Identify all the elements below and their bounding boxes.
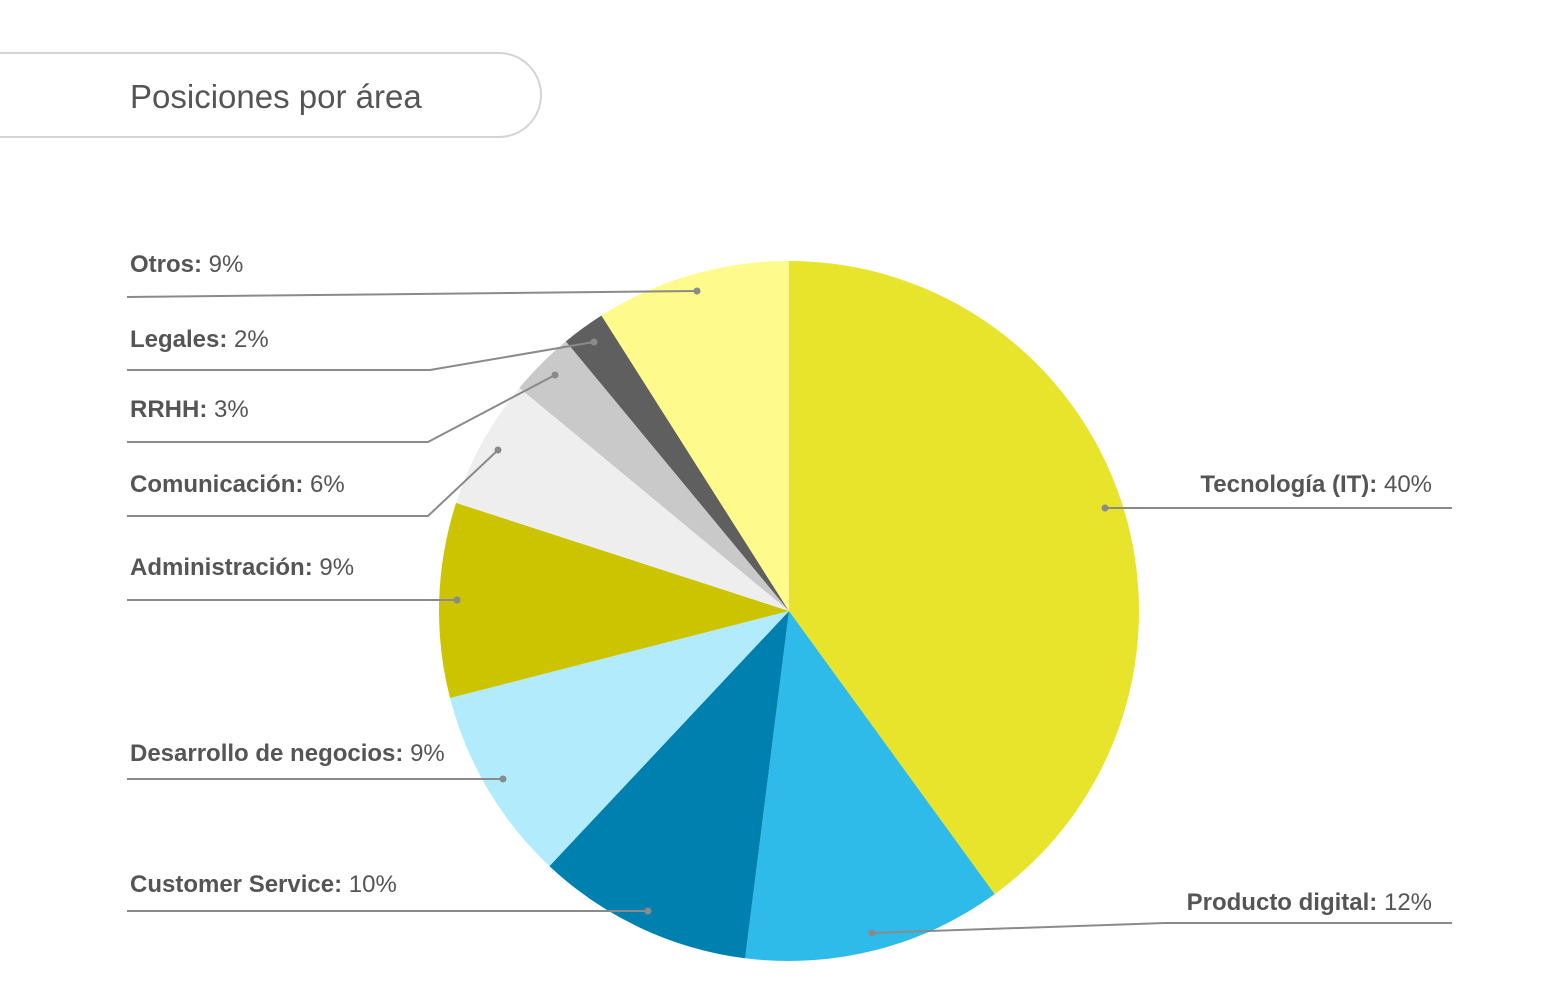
slice-labels: Tecnología (IT): 40% Producto digital: 12…	[130, 251, 1432, 916]
leader-line-comunicacion	[127, 449, 499, 517]
leader-dot-producto-digital	[868, 929, 876, 937]
leader-dot-comunicacion	[494, 446, 502, 454]
slice-label-name: Producto digital:	[1187, 889, 1378, 916]
pie-slice-comunicacion	[456, 387, 789, 611]
slice-label-value: 40%	[1377, 471, 1432, 498]
leader-dot-desarrollo-de-negocios	[499, 775, 507, 783]
slice-label-name: Otros:	[130, 251, 202, 278]
leader-line-producto-digital	[871, 922, 1452, 934]
slice-label-customer-service: Customer Service: 10%	[130, 871, 397, 898]
slice-label-administracion: Administración: 9%	[130, 554, 354, 581]
leader-line-rrhh	[127, 374, 556, 443]
slice-label-name: Legales:	[130, 326, 227, 353]
leader-dot-customer-service	[644, 907, 652, 915]
slice-label-name: Customer Service:	[130, 871, 342, 898]
pie-slice-administracion	[439, 502, 789, 699]
leader-line-legales	[127, 341, 595, 371]
slice-label-value: 3%	[207, 396, 248, 423]
slice-label-name: Tecnología (IT):	[1200, 471, 1377, 498]
pie-slice-otros	[601, 261, 789, 611]
pie-slice-rrhh	[519, 341, 789, 611]
pie-slice-customer-service	[549, 611, 789, 959]
slice-label-value: 9%	[403, 740, 444, 767]
pie-slice-producto-digital	[745, 611, 995, 962]
slice-label-desarrollo-de-negocios: Desarrollo de negocios: 9%	[130, 740, 445, 767]
slice-label-value: 12%	[1377, 889, 1432, 916]
slice-label-rrhh: RRHH: 3%	[130, 396, 249, 423]
slice-label-name: Comunicación:	[130, 471, 303, 498]
slice-label-otros: Otros: 9%	[130, 251, 243, 278]
slice-label-tecnologia-it: Tecnología (IT): 40%	[1200, 471, 1432, 498]
slice-label-name: Desarrollo de negocios:	[130, 740, 403, 767]
slice-label-name: Administración:	[130, 554, 313, 581]
pie-slices	[439, 261, 1140, 962]
slice-label-legales: Legales: 2%	[130, 326, 269, 353]
slice-label-value: 9%	[202, 251, 243, 278]
leader-dot-otros	[693, 287, 701, 295]
pie-slice-legales	[565, 315, 789, 611]
leader-dot-rrhh	[551, 371, 559, 379]
chart-title: Posiciones por área	[130, 78, 422, 115]
leader-dot-administracion	[453, 596, 461, 604]
slice-label-name: RRHH:	[130, 396, 207, 423]
slice-label-value: 9%	[313, 554, 354, 581]
title-pill	[0, 52, 542, 138]
pie-slice-tecnologia-it	[789, 261, 1140, 895]
leader-line-otros	[126, 290, 698, 298]
slice-label-value: 10%	[342, 871, 397, 898]
pie-slice-desarrollo-de-negocios	[450, 611, 789, 867]
leader-lines	[126, 287, 1452, 937]
slice-label-value: 2%	[227, 326, 268, 353]
leader-dot-legales	[590, 338, 598, 346]
slice-label-comunicacion: Comunicación: 6%	[130, 471, 345, 498]
leader-dot-tecnologia-it	[1101, 504, 1109, 512]
slice-label-producto-digital: Producto digital: 12%	[1187, 889, 1432, 916]
slice-label-value: 6%	[303, 471, 344, 498]
